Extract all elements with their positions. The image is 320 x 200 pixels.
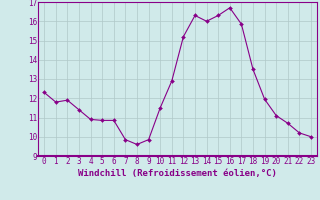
- X-axis label: Windchill (Refroidissement éolien,°C): Windchill (Refroidissement éolien,°C): [78, 169, 277, 178]
